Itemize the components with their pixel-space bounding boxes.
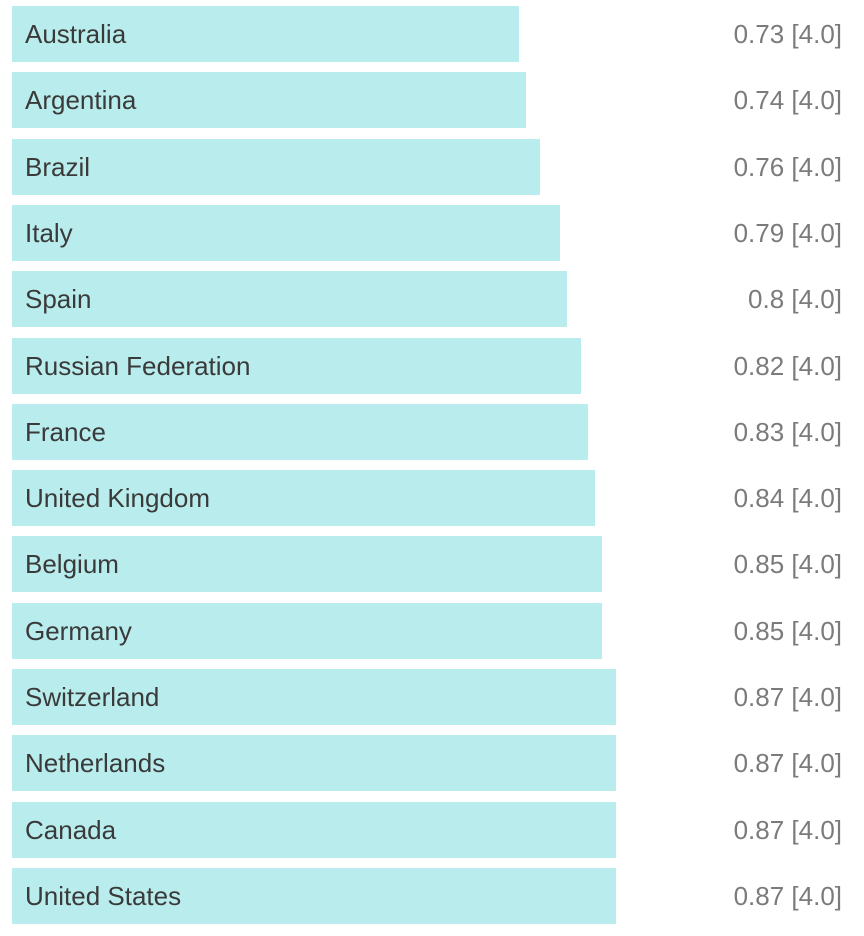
bar-row: Netherlands 0.87 [4.0] [0,735,864,792]
bar [12,536,602,593]
value-label: 0.87 [4.0] [733,748,842,779]
value-label: 0.87 [4.0] [733,880,842,911]
bar-row: Germany 0.85 [4.0] [0,602,864,659]
value-label: 0.83 [4.0] [733,416,842,447]
value-label: 0.85 [4.0] [733,549,842,580]
category-label: Switzerland [25,682,160,712]
bar-row: Canada 0.87 [4.0] [0,801,864,858]
value-label: 0.87 [4.0] [733,682,842,712]
category-label: United States [25,880,182,911]
bar-row: Brazil 0.76 [4.0] [0,138,864,195]
category-label: Germany [25,615,132,646]
bar-row: France 0.83 [4.0] [0,403,864,460]
value-label: 0.85 [4.0] [733,615,842,646]
bar [12,470,595,527]
category-label: Canada [25,814,117,845]
bar [12,403,588,460]
bar-row: Argentina 0.74 [4.0] [0,72,864,129]
value-label: 0.76 [4.0] [733,151,842,182]
category-label: Italy [25,217,73,248]
bar [12,6,519,62]
bar-row: Italy 0.79 [4.0] [0,204,864,261]
category-label: United Kingdom [25,483,210,514]
bar [12,138,540,195]
category-label: Australia [25,19,127,49]
bar [12,735,616,792]
value-label: 0.79 [4.0] [733,217,842,248]
value-label: 0.74 [4.0] [733,85,842,116]
category-label: Spain [25,284,92,315]
value-label: 0.84 [4.0] [733,483,842,514]
value-label: 0.82 [4.0] [733,350,842,381]
bar [12,72,526,129]
bar-row: United Kingdom 0.84 [4.0] [0,470,864,527]
bar [12,204,560,261]
bar [12,801,616,858]
category-label: France [25,416,106,447]
bar-row: Russian Federation 0.82 [4.0] [0,337,864,394]
value-label: 0.8 [4.0] [748,284,842,315]
bar [12,337,581,394]
bar [12,271,567,328]
bar-row: Australia 0.73 [4.0] [0,6,864,62]
value-label: 0.73 [4.0] [733,19,842,49]
category-label: Brazil [25,151,91,182]
bar [12,669,616,725]
category-label: Netherlands [25,748,166,779]
bar-row: Spain 0.8 [4.0] [0,271,864,328]
bar [12,602,602,659]
category-label: Argentina [25,85,137,116]
bar [12,867,616,924]
category-label: Belgium [25,549,119,580]
category-label: Russian Federation [25,350,251,381]
value-label: 0.87 [4.0] [733,814,842,845]
bar-row: Belgium 0.85 [4.0] [0,536,864,593]
bar-row: Switzerland 0.87 [4.0] [0,669,864,725]
bar-row: United States 0.87 [4.0] [0,867,864,924]
